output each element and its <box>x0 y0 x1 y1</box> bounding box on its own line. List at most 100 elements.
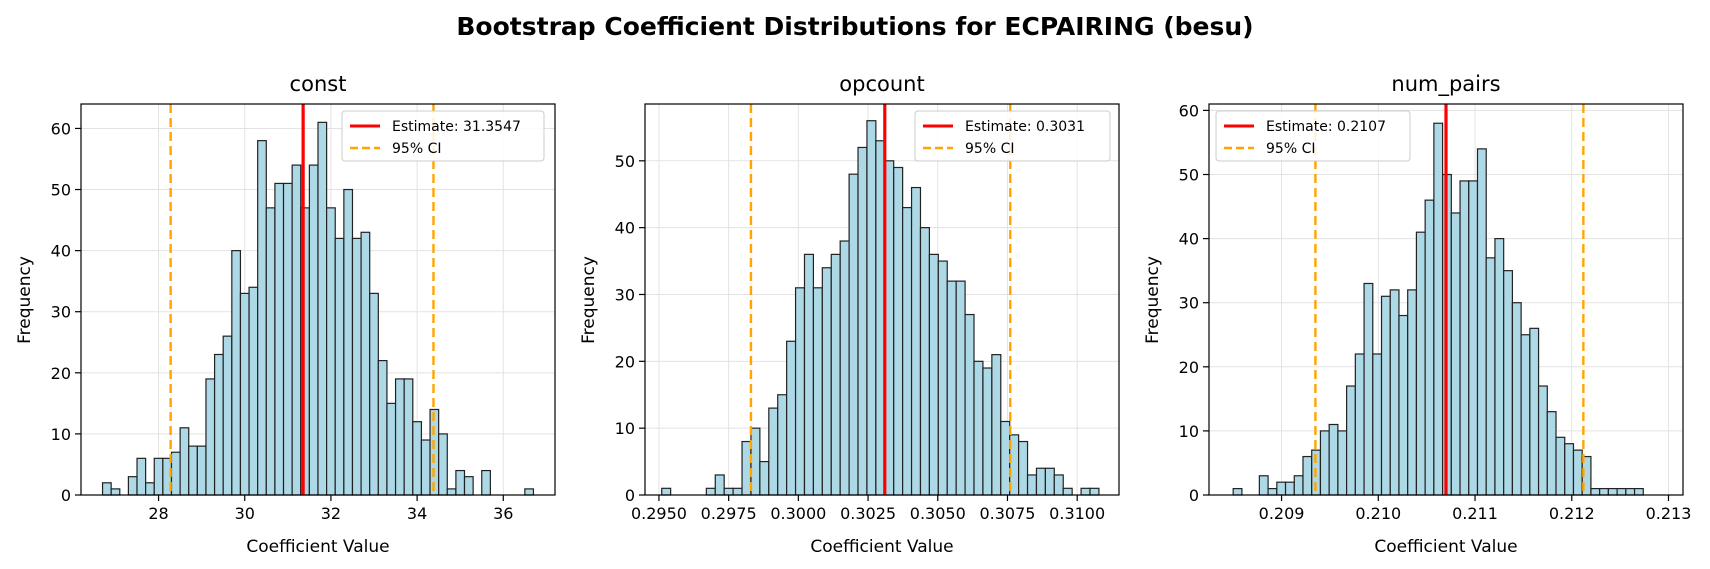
axes-frame <box>644 103 1120 496</box>
histogram-bar <box>170 451 181 496</box>
histogram-bar <box>759 460 770 496</box>
histogram-bar <box>360 231 371 496</box>
y-tick-label: 20 <box>615 352 635 371</box>
histogram-bar <box>1590 487 1601 496</box>
histogram-bar <box>326 207 336 496</box>
histogram-bar <box>714 474 725 496</box>
reference-lines <box>169 104 435 495</box>
legend-estimate-label: Estimate: 0.3031 <box>965 119 1085 135</box>
histogram-bar <box>1089 487 1100 496</box>
y-tick-label: 10 <box>1179 422 1199 441</box>
reference-lines <box>1314 104 1585 495</box>
axes-frame <box>1208 103 1684 496</box>
histogram-bar <box>1607 487 1618 496</box>
y-tick-label: 50 <box>51 181 71 200</box>
histogram-bar <box>1337 430 1348 496</box>
histogram-bar <box>351 237 362 496</box>
histogram-bar <box>1599 487 1609 496</box>
x-tick-label: 0.213 <box>1646 504 1692 523</box>
panel-opcount: opcount 0.2950 0.2975 0.3000 0.3025 0.3050 0.… <box>579 72 1120 557</box>
y-tick-label: 0 <box>61 486 71 505</box>
histogram-bar <box>1511 302 1522 496</box>
histogram-bar <box>317 121 328 496</box>
x-axis-label: Coefficient Value <box>810 537 953 557</box>
histogram-bar <box>1424 199 1435 496</box>
histogram-bar <box>973 360 984 496</box>
histogram-bar <box>1572 449 1583 496</box>
histogram-bar <box>937 260 948 496</box>
histogram-bar <box>1267 487 1278 496</box>
histogram-bar <box>794 287 806 496</box>
histogram-bar <box>1546 411 1557 496</box>
x-tick-label: 0.3025 <box>840 504 896 523</box>
y-tick-label: 30 <box>615 285 635 304</box>
histogram-bar <box>1468 180 1479 496</box>
histogram-bar <box>857 146 868 496</box>
legend: Estimate: 0.2107 95% CI <box>1215 110 1411 162</box>
histogram-bar <box>902 206 913 496</box>
histogram-bar <box>438 433 448 496</box>
histogram-bar <box>723 487 734 496</box>
histogram-bar <box>1520 334 1531 496</box>
histogram-bar <box>463 476 474 496</box>
histogram-bar <box>786 340 797 496</box>
panel-title: const <box>290 72 347 96</box>
histogram-bar <box>205 378 216 496</box>
x-axis-label: Coefficient Value <box>246 537 389 557</box>
histogram-bar <box>1529 327 1540 496</box>
panel-title: num_pairs <box>1391 72 1500 97</box>
x-tick-label: 28 <box>148 504 168 523</box>
histogram-bar <box>812 287 823 496</box>
histogram-bar <box>1293 475 1304 496</box>
histogram-bar <box>1476 148 1487 496</box>
histogram-bar <box>928 253 939 496</box>
y-tick-label: 30 <box>51 303 71 322</box>
histogram-bar <box>1062 487 1073 496</box>
histogram-bar <box>481 469 491 496</box>
histogram-bar <box>1389 289 1400 496</box>
histogram-bar <box>1276 481 1287 496</box>
histogram-bar <box>1000 420 1011 496</box>
x-axis-label: Coefficient Value <box>1374 537 1517 557</box>
histogram-bar <box>291 164 302 496</box>
y-tick-label: 0 <box>625 486 635 505</box>
histogram-bar <box>982 367 993 496</box>
histogram-bar <box>1328 423 1339 496</box>
legend-estimate-label: Estimate: 0.2107 <box>1266 119 1386 135</box>
reference-lines <box>749 104 1012 495</box>
x-tick-label: 0.3050 <box>910 504 966 523</box>
histogram-bar <box>1380 295 1391 496</box>
y-tick-label: 30 <box>1179 294 1199 313</box>
histogram-bar <box>524 488 535 496</box>
x-tick-label: 36 <box>493 504 513 523</box>
histogram-bar <box>1363 282 1374 496</box>
legend: Estimate: 0.3031 95% CI <box>914 110 1111 162</box>
histogram-bar <box>1080 487 1091 496</box>
histogram-bar <box>741 440 752 496</box>
histogram-bar <box>248 286 259 496</box>
histogram-bar <box>955 280 966 496</box>
histogram-bar <box>893 166 904 496</box>
histogram-bar <box>768 407 779 496</box>
legend-ci-label: 95% CI <box>392 141 441 157</box>
x-tick-label: 0.209 <box>1259 504 1305 523</box>
histogram-bars <box>661 120 1100 496</box>
y-tick-label: 40 <box>51 242 71 261</box>
histogram-bar <box>403 378 414 496</box>
histogram-bar <box>848 173 859 496</box>
x-tick-label: 0.3000 <box>770 504 826 523</box>
histogram-bar <box>1302 455 1313 496</box>
histogram-bar <box>343 188 354 496</box>
histogram-bar <box>991 354 1002 496</box>
histogram-bars <box>101 121 535 496</box>
x-tick-label: 30 <box>235 504 255 523</box>
histogram-bar <box>946 280 957 496</box>
y-tick-label: 10 <box>51 425 71 444</box>
histogram-bar <box>1407 289 1418 496</box>
y-axis-ticks: 0 10 20 30 40 50 60 <box>1179 101 1209 505</box>
y-tick-label: 0 <box>1189 486 1199 505</box>
figure-title: Bootstrap Coefficient Distributions for … <box>456 12 1253 41</box>
histogram-bar <box>1564 443 1575 496</box>
histogram-bar <box>334 237 345 496</box>
y-axis-label: Frequency <box>579 256 599 344</box>
